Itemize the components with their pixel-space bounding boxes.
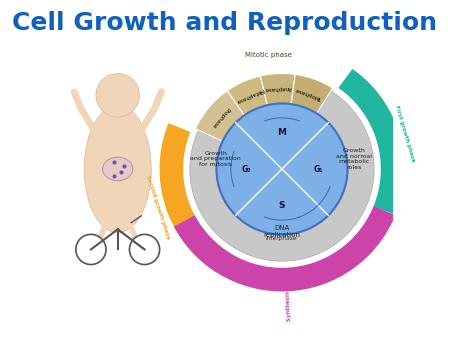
Text: Prophase: Prophase <box>210 106 230 128</box>
Text: Growth
and normal
metabolic
roles: Growth and normal metabolic roles <box>336 148 372 170</box>
Text: First growth phase: First growth phase <box>393 105 415 163</box>
Circle shape <box>216 103 347 235</box>
Text: Second growth phase: Second growth phase <box>144 175 170 240</box>
Text: Telophase: Telophase <box>296 86 323 100</box>
Text: Synthesis phase: Synthesis phase <box>285 271 293 322</box>
Text: Anaphase: Anaphase <box>265 86 292 92</box>
Wedge shape <box>261 73 295 105</box>
Text: Mitotic phase: Mitotic phase <box>245 52 292 58</box>
Text: M: M <box>278 128 287 138</box>
Text: G₁: G₁ <box>313 165 323 173</box>
Wedge shape <box>190 77 374 261</box>
Wedge shape <box>291 74 333 114</box>
Text: Cell Growth and Reproduction: Cell Growth and Reproduction <box>13 11 437 35</box>
Circle shape <box>96 73 140 117</box>
Wedge shape <box>195 91 244 141</box>
Ellipse shape <box>84 105 151 233</box>
Text: G₂: G₂ <box>241 165 251 173</box>
Text: Growth
and preparation
for mitosis: Growth and preparation for mitosis <box>190 151 241 167</box>
Text: DNA
replication: DNA replication <box>264 225 301 238</box>
Text: S: S <box>279 200 285 210</box>
Wedge shape <box>227 76 267 115</box>
Ellipse shape <box>103 157 133 181</box>
Text: Interphase: Interphase <box>266 236 298 241</box>
Text: Metaphase: Metaphase <box>234 87 264 104</box>
